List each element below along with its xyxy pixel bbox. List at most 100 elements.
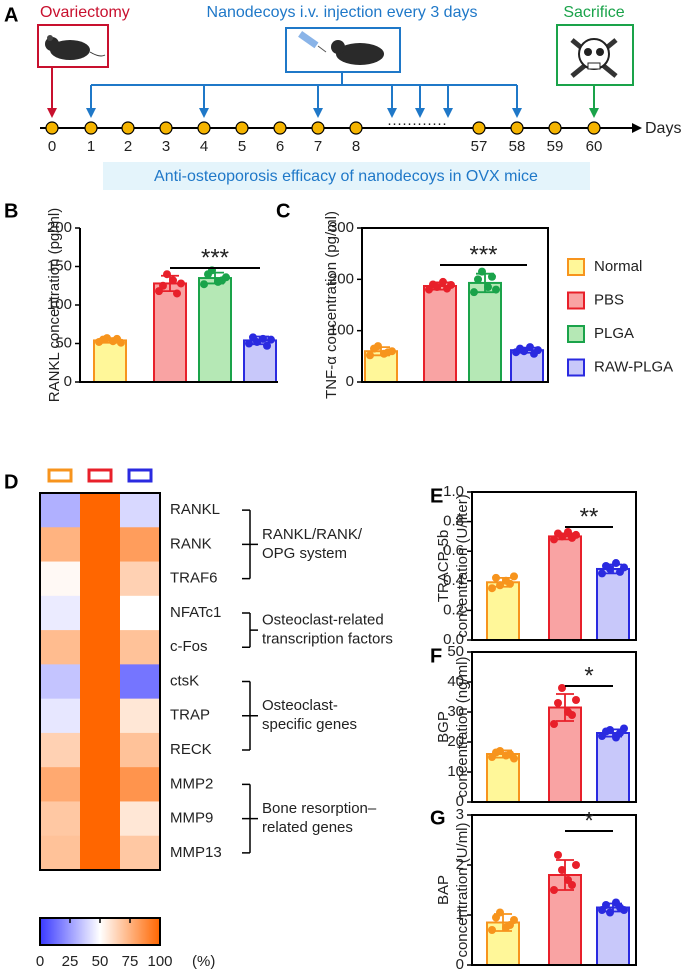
heat-cell [120,664,160,700]
colorbar-label: 25 [62,953,79,970]
y-tick-label: 0 [456,793,464,810]
colorbar-label: 100 [147,953,172,970]
group-label: specific genes [262,716,357,733]
day-label: 59 [547,138,564,155]
axis-label: Days [645,120,681,137]
heat-cell [120,767,160,802]
heat-cell [80,801,120,837]
y-tick-label: 0.6 [443,542,464,559]
heat-cell [40,698,80,734]
bar [468,281,502,383]
column-key [47,468,73,483]
heat-cell [40,493,80,528]
y-axis-label: TRACP-5b [435,530,452,603]
y-tick-label: 3 [456,806,464,823]
data-point [200,280,208,289]
heat-cell [80,527,120,563]
group-bracket [242,783,258,854]
data-point [558,684,566,692]
y-tick-label: 200 [329,270,354,287]
bar [548,706,582,803]
y-axis-label: concentration (ng/ml) [454,657,471,798]
day-dot [121,121,135,135]
data-point [253,337,261,346]
injection-icon [298,30,384,65]
data-point [534,346,542,355]
data-point [510,916,518,924]
y-tick-label: 200 [47,219,72,236]
group-label: Bone resorption– [262,800,377,817]
y-axis-label: TNF-α concentration (pg/ml) [323,211,340,399]
row-label: TRAP [170,707,210,724]
data-point [598,569,606,578]
row-label: c-Fos [170,638,208,655]
day-dot [548,121,562,135]
heat-cell [40,630,80,665]
panel-label: C [276,200,290,222]
data-point [474,275,482,284]
data-point [433,283,441,292]
day-label: 5 [238,138,246,155]
day-label: 0 [48,138,56,155]
column-key [127,468,153,483]
gap: ············ [387,115,447,132]
day-label: 8 [352,138,360,155]
data-point [478,267,486,276]
axis [471,651,637,803]
data-point [550,886,558,894]
colorbar-label: 0 [36,953,44,970]
panel-label: G [430,807,446,829]
data-point [606,908,614,917]
row-label: MMP2 [170,775,213,792]
group-label: Osteoclast- [262,697,338,714]
y-tick-label: 1 [456,906,464,923]
data-point [163,270,171,279]
data-point [568,881,576,889]
day-dot [510,121,524,135]
y-tick-label: 0 [346,373,354,390]
data-point [554,851,562,859]
y-tick-label: 0 [456,956,464,973]
data-point [606,564,614,573]
data-point [263,341,271,350]
heat-cell [80,595,120,631]
heat-cell [80,493,120,528]
data-point [470,288,478,297]
group-label: RANKL/RANK/ [262,526,363,543]
axis [471,491,637,641]
day-dot [84,121,98,135]
column-key [87,468,113,483]
data-point [496,747,504,755]
heat-cell [80,698,120,734]
legend-swatch [567,291,585,310]
bar [198,277,232,383]
data-point [484,283,492,292]
legend-swatch [567,258,585,276]
data-point [117,338,125,347]
caption: Anti-osteoporosis efficacy of nanodecoys… [154,168,538,185]
row-label: RANKL [170,501,220,518]
skull-icon [570,38,618,78]
axis [471,814,637,966]
data-point [612,559,620,568]
panel-label: E [430,485,443,507]
y-tick-label: 0.8 [443,513,464,530]
data-point [564,527,572,536]
heat-cell [120,561,160,597]
y-axis-label: concentration (U/liter) [454,494,471,637]
row-label: NFATc1 [170,604,221,621]
y-tick-label: 150 [47,257,72,274]
day-label: 58 [509,138,526,155]
bar [596,567,630,642]
heat-cell [40,527,80,563]
data-point [177,279,185,288]
y-tick-label: 300 [329,219,354,236]
heat-cell [80,630,120,665]
y-tick-label: 100 [329,322,354,339]
day-dot [587,121,601,135]
panel-label: B [4,200,18,222]
y-tick-label: 2 [456,856,464,873]
y-axis-label: BAP [435,875,452,905]
row-label: MMP13 [170,844,222,861]
